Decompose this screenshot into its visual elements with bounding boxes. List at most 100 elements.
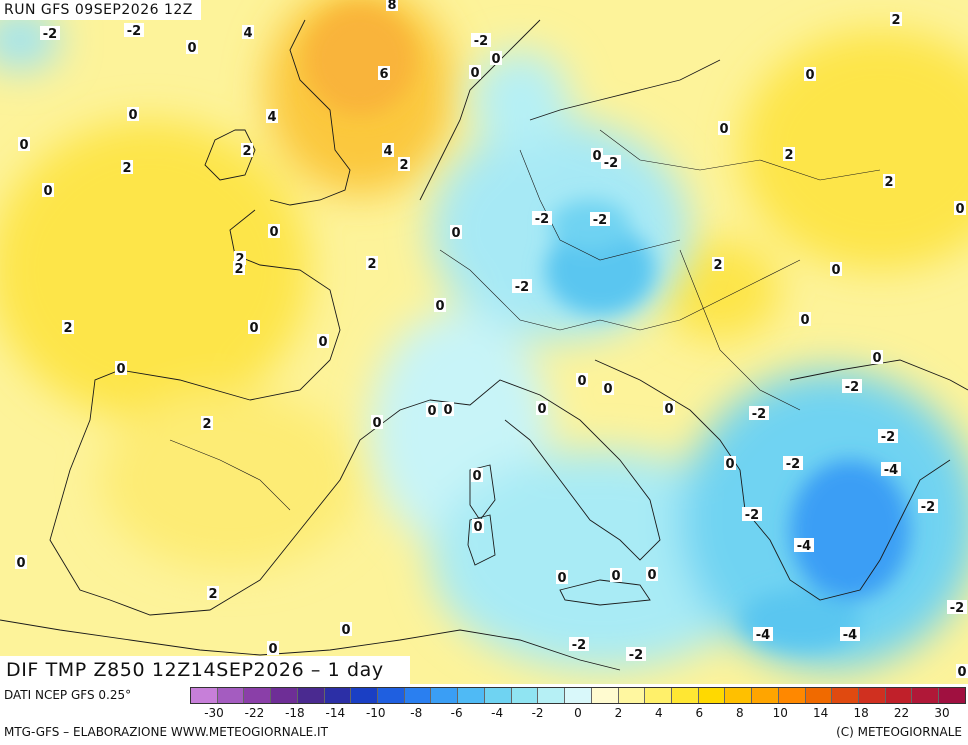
contour-label: -2 (572, 638, 586, 653)
contour-label-halo (878, 429, 898, 443)
contour-label-halo (569, 637, 589, 651)
contour-label: 0 (557, 571, 566, 586)
legend-swatch (458, 688, 485, 703)
contour-label-halo (450, 225, 462, 239)
legend-swatch (752, 688, 779, 703)
contour-label: 0 (611, 569, 620, 584)
contour-label-halo (646, 567, 658, 581)
contour-label: 0 (955, 202, 964, 217)
contour-label-halo (40, 26, 60, 40)
coast-ireland (204, 129, 256, 181)
legend-swatch (565, 688, 592, 703)
legend-tick-label: 4 (655, 706, 663, 720)
contour-label: 0 (16, 556, 25, 571)
contour-label: 4 (267, 110, 276, 125)
contour-label: 0 (435, 299, 444, 314)
contour-label: -2 (950, 601, 964, 616)
coast-great-britain (269, 19, 351, 206)
legend-swatch (725, 688, 753, 703)
legend-swatch (912, 688, 940, 703)
legend-tick-label: -2 (531, 706, 544, 720)
contour-label-halo (883, 174, 895, 188)
contour-label: -2 (752, 407, 766, 422)
contour-label-halo (268, 224, 280, 238)
legend-tick-label: 30 (934, 706, 950, 720)
contour-label-halo (62, 320, 74, 334)
legend-swatch (671, 688, 699, 703)
contour-label-halo (591, 148, 603, 162)
legend-swatch (591, 688, 619, 703)
temperature-difference-map: -2 -2 0 4 8 6 -2 0 0 2 0 0 4 0 2 4 2 0 0 -2 2 2 0 2 -2 -2 0 0 0 2 2 2 2 0… (0, 0, 968, 684)
contour-label: 0 (341, 623, 350, 638)
legend-swatch (805, 688, 833, 703)
contour-label: -2 (786, 457, 800, 472)
legend-swatch (271, 688, 298, 703)
borders (169, 129, 881, 511)
legend-swatch (698, 688, 726, 703)
contour-label: -2 (745, 508, 759, 523)
footer-copyright: (C) METEOGIORNALE (836, 725, 962, 739)
coastlines (0, 19, 968, 671)
color-scale-bar (190, 687, 966, 704)
legend-swatch (778, 688, 806, 703)
contour-label: 0 (603, 382, 612, 397)
contour-label: 0 (725, 457, 734, 472)
legend-tick-label: 8 (735, 706, 744, 720)
contour-label-halo (366, 256, 378, 270)
contour-label: 0 (831, 263, 840, 278)
legend-swatch (297, 688, 325, 703)
contour-label-halo (472, 519, 484, 533)
contour-label-halo (536, 401, 548, 415)
contour-label-halo (442, 402, 454, 416)
contour-label-halo (248, 320, 260, 334)
contour-label-halo (794, 538, 814, 552)
legend-swatch (324, 688, 352, 703)
coast-baltic (529, 59, 721, 121)
cold-core-aegean (790, 460, 910, 600)
contour-label-halo (471, 33, 491, 47)
legend-swatch (217, 688, 245, 703)
contour-label-halo (317, 334, 329, 348)
contour-label: -4 (797, 539, 811, 554)
contour-label: 8 (387, 0, 396, 13)
contour-label-halo (842, 379, 862, 393)
footer-credit: MTG-GFS – ELABORAZIONE WWW.METEOGIORNALE… (4, 725, 328, 739)
contour-label-halo (434, 298, 446, 312)
contour-label-halo (471, 468, 483, 482)
legend-swatch (431, 688, 459, 703)
contour-label: 0 (187, 41, 196, 56)
legend-swatch (351, 688, 379, 703)
contour-label: 0 (872, 351, 881, 366)
contour-label-halo (242, 25, 254, 39)
contour-label: 6 (379, 67, 388, 82)
contour-label-halo (804, 67, 816, 81)
contour-label: 0 (537, 402, 546, 417)
contour-label-halo (742, 507, 762, 521)
contour-label-halo (121, 160, 133, 174)
contour-label: 2 (784, 148, 793, 163)
contour-label-halo (918, 499, 938, 513)
legend-tick-label: -22 (244, 706, 265, 720)
contour-label: 0 (473, 520, 482, 535)
contour-label-halo (783, 147, 795, 161)
contour-label-halo (398, 157, 410, 171)
legend-tick-label: -30 (204, 706, 224, 720)
coast-iberia (49, 369, 431, 616)
contour-label-halo (233, 261, 245, 275)
contour-label: 0 (647, 568, 656, 583)
contour-label: 0 (269, 225, 278, 240)
contour-label: 2 (884, 175, 893, 190)
contour-label-halo (266, 109, 278, 123)
contour-label-halo (469, 65, 481, 79)
contour-label: 2 (234, 262, 243, 277)
contour-label-halo (718, 121, 730, 135)
warm-region-atlantic (0, 120, 310, 420)
warm-region-iberia (100, 390, 360, 570)
coast-north-africa (0, 619, 621, 671)
contour-label-halo (576, 373, 588, 387)
contour-label: 0 (427, 404, 436, 419)
contour-label: -2 (474, 34, 488, 49)
contour-label: 2 (399, 158, 408, 173)
contour-label: 2 (891, 13, 900, 28)
cold-region-northwest (0, 10, 60, 70)
